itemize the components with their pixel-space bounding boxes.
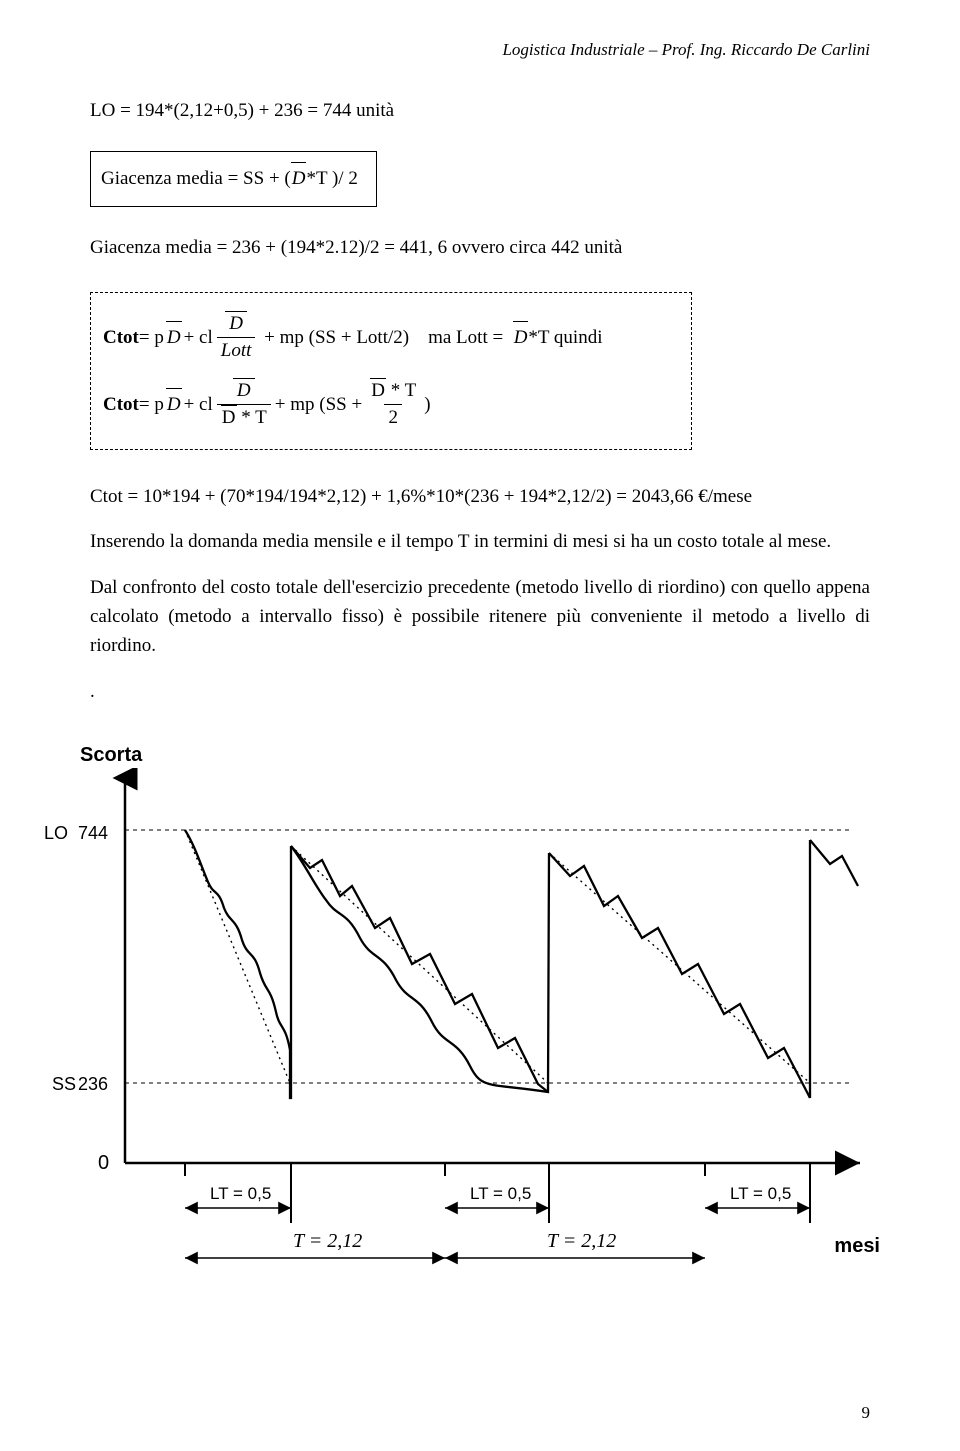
body: LO = 194*(2,12+0,5) + 236 = 744 unità Gi… (90, 96, 870, 1288)
ctot1-eqp: = p (139, 323, 164, 352)
line-gm-calc: Giacenza media = 236 + (194*2.12)/2 = 44… (90, 233, 870, 262)
ctot2-frac1: D D * T (217, 380, 271, 429)
ctot1-d2: D (513, 323, 529, 352)
ctot2-eqp: = p (139, 390, 164, 419)
ctot-bold: Ctot (90, 486, 123, 507)
para-inserendo: Inserendo la domanda media mensile e il … (90, 527, 870, 556)
ctot2-frac2-num-rest: * T (386, 380, 416, 401)
line-lo: LO = 194*(2,12+0,5) + 236 = 744 unità (90, 96, 870, 125)
ctot2-frac1-num: D (233, 380, 255, 404)
chart-lt-2: LT = 0,5 (470, 1181, 531, 1207)
ctot-line1: Ctot = p D + cl D Lott + mp (SS + Lott/2… (103, 313, 663, 362)
ctot2-frac1-den-d: D (221, 407, 237, 429)
chart-lt-3: LT = 0,5 (730, 1181, 791, 1207)
ctot2-frac2-num-d: D (370, 380, 386, 402)
gm-suffix: *T )/ 2 (306, 164, 357, 193)
ctot1-label: Ctot (103, 323, 139, 352)
line-ctot-calc: Ctot = 10*194 + (70*194/194*2,12) + 1,6%… (90, 482, 870, 511)
ctot1-suffix: *T quindi (528, 323, 602, 352)
chart-ss-label: SS (52, 1071, 76, 1099)
page: Logistica Industriale – Prof. Ing. Ricca… (0, 0, 960, 1451)
ctot-line2: Ctot = p D + cl D D * T + mp (SS + D * T… (103, 380, 663, 429)
chart-lo-value: 744 (78, 820, 108, 848)
chart-t-2: T = 2,12 (547, 1226, 616, 1257)
ctot2-frac1-den: D * T (217, 404, 271, 429)
ctot2-frac1-den-rest: * T (237, 407, 267, 428)
dot: . (90, 677, 870, 706)
ctot2-frac2: D * T 2 (366, 380, 420, 429)
ctot2-close: ) (424, 390, 430, 419)
ctot2-frac2-num: D * T (366, 380, 420, 404)
giacenza-eq: Giacenza media = SS + ( D *T )/ 2 (101, 164, 358, 193)
ctot1-frac-den: Lott (217, 337, 256, 362)
inventory-chart: Scorta LO 744 SS 236 0 LT = 0,5 LT = 0,5… (90, 768, 870, 1288)
ctot-calc-rest: = 10*194 + (70*194/194*2,12) + 1,6%*10*(… (123, 486, 752, 507)
ctot1-frac: D Lott (217, 313, 256, 362)
formula-box-giacenza: Giacenza media = SS + ( D *T )/ 2 (90, 151, 377, 206)
chart-x-title: mesi (834, 1231, 880, 1262)
ctot1-pluscl: + cl (184, 323, 213, 352)
chart-t-1: T = 2,12 (293, 1226, 362, 1257)
chart-svg (90, 768, 870, 1288)
page-number: 9 (862, 1403, 871, 1423)
para-confronto: Dal confronto del costo totale dell'eser… (90, 573, 870, 661)
chart-lo-label: LO (44, 820, 68, 848)
ctot1-d: D (166, 323, 182, 352)
chart-y-title: Scorta (80, 740, 142, 771)
dbar: D (291, 164, 307, 193)
formula-box-ctot: Ctot = p D + cl D Lott + mp (SS + Lott/2… (90, 292, 692, 449)
chart-zero: 0 (98, 1148, 109, 1179)
ctot2-label: Ctot (103, 390, 139, 419)
ctot1-plusmp: + mp (SS + Lott/2) ma Lott = (259, 323, 512, 352)
ctot2-d: D (166, 390, 182, 419)
chart-ss-value: 236 (78, 1071, 108, 1099)
gm-prefix: Giacenza media = SS + ( (101, 164, 291, 193)
ctot2-pluscl: + cl (184, 390, 213, 419)
ctot2-frac2-den: 2 (384, 404, 402, 429)
ctot1-frac-num: D (225, 313, 247, 337)
chart-lt-1: LT = 0,5 (210, 1181, 271, 1207)
ctot2-plusmp: + mp (SS + (275, 390, 362, 419)
page-header: Logistica Industriale – Prof. Ing. Ricca… (90, 40, 870, 60)
